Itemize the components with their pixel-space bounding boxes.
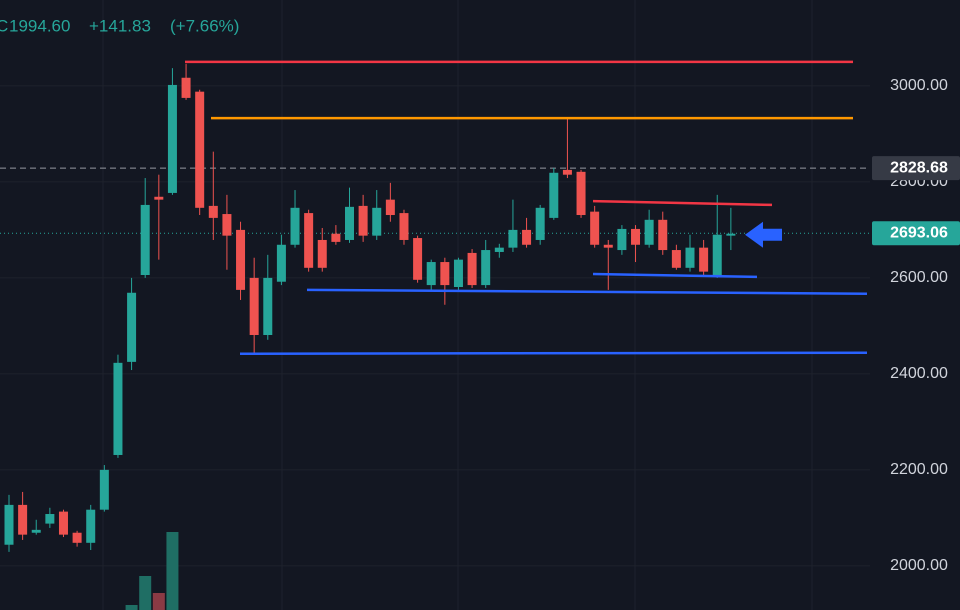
candle-body — [535, 207, 545, 240]
candle-body — [222, 214, 232, 236]
candle-body — [617, 228, 627, 251]
candle-body — [562, 169, 572, 175]
candle-body — [399, 213, 409, 240]
header-change: +141.83 — [89, 16, 151, 35]
candle-body — [726, 233, 736, 236]
candle-body — [167, 84, 177, 193]
volume-bar — [166, 532, 179, 610]
trend-line — [306, 288, 868, 295]
candle-body — [385, 199, 395, 216]
candle-body — [631, 228, 641, 245]
candle-body — [263, 277, 273, 335]
candle-body — [576, 171, 586, 216]
candle-body — [276, 244, 286, 282]
candle-body — [99, 469, 109, 510]
candle-body — [481, 250, 491, 286]
header-change-pct: (+7.66%) — [170, 16, 239, 35]
candle-body — [140, 204, 150, 276]
candle-body — [331, 233, 341, 242]
candle-body — [685, 247, 695, 268]
candle-body — [236, 229, 246, 290]
candle-body — [290, 207, 300, 245]
candle-body — [508, 229, 518, 248]
candle-body — [549, 172, 559, 218]
candle-body — [658, 219, 668, 251]
candle-body — [72, 532, 82, 543]
candle-body — [18, 504, 28, 535]
candle-body — [413, 238, 423, 280]
header-close: 1994.60 — [9, 16, 70, 35]
candle-body — [31, 529, 41, 533]
candle-body — [317, 239, 327, 268]
volume-bar — [125, 605, 138, 610]
candle-body — [644, 219, 654, 245]
candle-body — [249, 277, 259, 335]
arrow — [745, 221, 782, 248]
candle-body — [181, 77, 191, 98]
y-tick-label: 2400.00 — [890, 365, 948, 382]
candle-body — [372, 207, 382, 236]
candle-body — [440, 262, 450, 286]
candle-body — [208, 205, 218, 218]
plot: 2000.002200.002400.002600.002800.003000.… — [0, 60, 948, 610]
candle-body — [494, 247, 504, 252]
candle-body — [426, 262, 436, 286]
candle-body — [671, 250, 681, 268]
candle-body — [4, 504, 14, 545]
candle-body — [195, 91, 205, 208]
price-label-box — [872, 221, 960, 246]
candle-body — [712, 234, 722, 276]
candle-body — [304, 213, 314, 268]
candle-body — [699, 247, 709, 272]
candle-body — [453, 259, 463, 288]
candle-body — [45, 514, 55, 524]
candle-body — [522, 229, 532, 245]
candle-body — [358, 205, 368, 236]
trend-line — [592, 199, 773, 207]
price-label-box — [872, 156, 960, 181]
y-tick-label: 2200.00 — [890, 461, 948, 478]
candle-body — [113, 362, 123, 455]
volume-bar — [139, 576, 152, 610]
price-label: 2828.68 — [890, 159, 948, 176]
volume-bar — [152, 593, 165, 610]
price-label: 2693.06 — [890, 224, 948, 241]
candle-body — [345, 206, 354, 240]
trend-line — [592, 272, 758, 279]
candle-body — [603, 244, 613, 248]
candle-body — [127, 292, 137, 362]
y-tick-label: 3000.00 — [890, 77, 948, 94]
y-tick-label: 2000.00 — [890, 557, 948, 574]
candle-body — [467, 252, 477, 286]
candle-body — [590, 211, 600, 245]
candle-body — [86, 509, 96, 543]
y-tick-label: 2600.00 — [890, 269, 948, 286]
trend-line — [239, 351, 868, 355]
candle-body — [58, 511, 68, 535]
candle-body — [154, 196, 164, 200]
header-prefix: C — [0, 16, 8, 35]
